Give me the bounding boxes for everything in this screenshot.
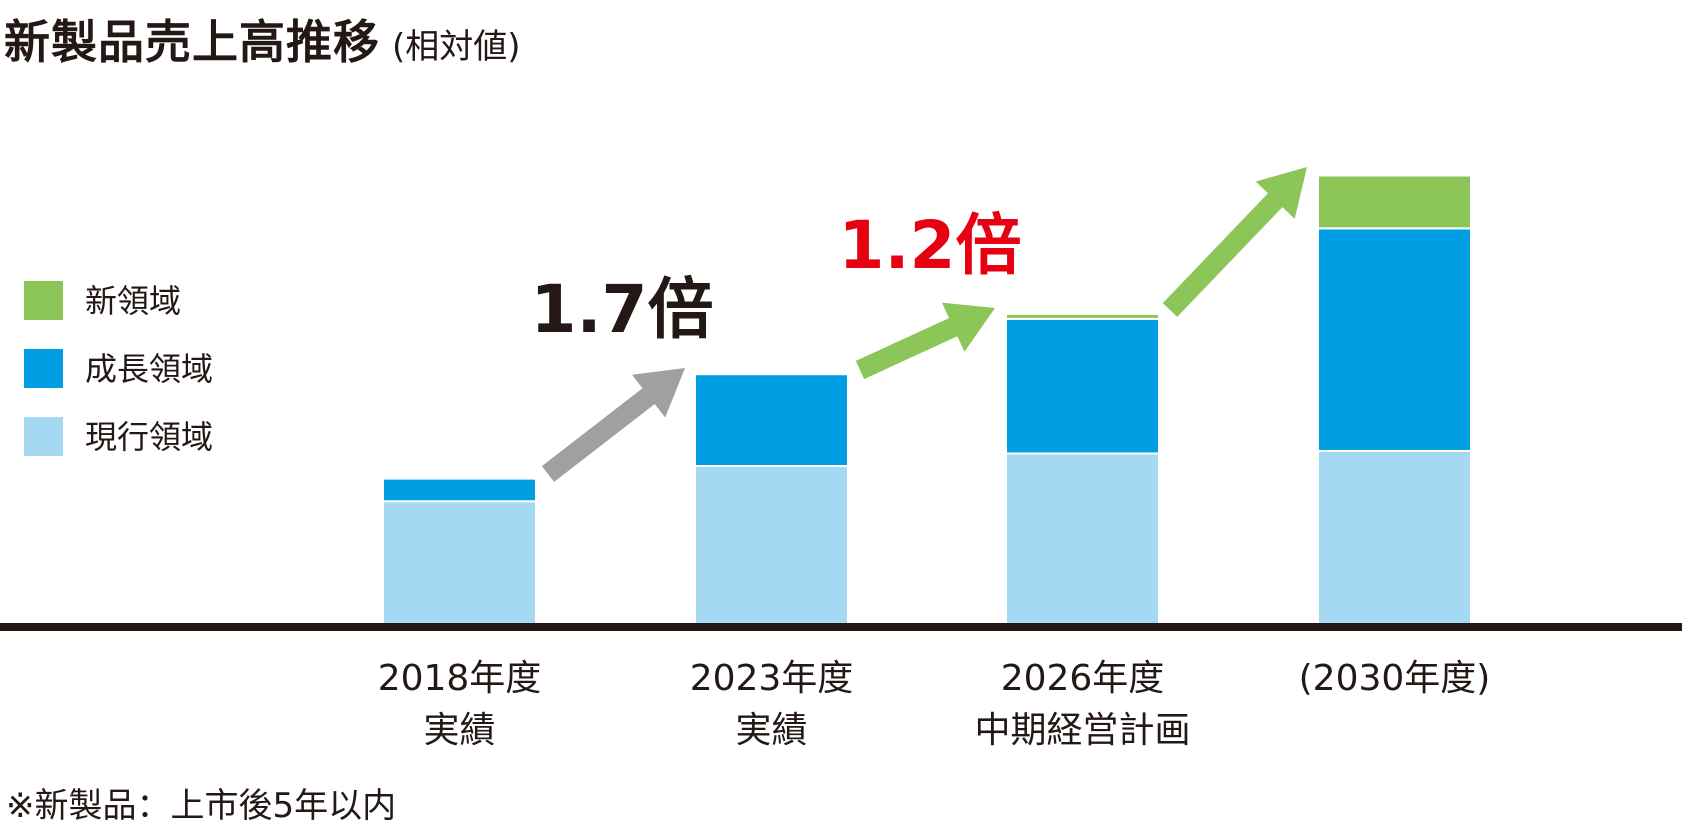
legend-label-1: 新領域 xyxy=(85,282,181,320)
growth-label-2: 1.2倍 xyxy=(839,207,1022,284)
growth-arrow-2 xyxy=(855,302,995,380)
legend-label-3: 現行領域 xyxy=(85,418,213,456)
bar-segment-2-cat-4 xyxy=(1317,227,1472,452)
growth-label-1: 1.7倍 xyxy=(531,271,714,348)
legend-label-2: 成長領域 xyxy=(85,350,213,388)
bar-segment-1-cat-1 xyxy=(382,500,537,629)
bar-segment-1-cat-3 xyxy=(1005,452,1160,628)
growth-arrow-3 xyxy=(1162,167,1307,317)
x-tick-label-2-1: 2023年度 xyxy=(690,658,854,699)
bar-segment-2-cat-2 xyxy=(694,373,849,468)
x-tick-label-1-2: 実績 xyxy=(423,710,495,751)
x-tick-label-4-1: (2030年度) xyxy=(1299,658,1491,699)
x-tick-label-3-2: 中期経営計画 xyxy=(974,710,1190,751)
bar-segment-3-cat-3 xyxy=(1005,312,1160,320)
legend-swatch-3 xyxy=(24,417,63,456)
legend-swatch-2 xyxy=(24,349,63,388)
bar-segment-1-cat-2 xyxy=(694,465,849,628)
chart-title: 新製品売上高推移 xyxy=(4,15,380,69)
footnote: ※新製品：上市後5年以内 xyxy=(6,786,397,826)
bar-segment-1-cat-4 xyxy=(1317,449,1472,628)
chart-title-row: 新製品売上高推移 (相対値) xyxy=(4,6,521,72)
bar-segment-2-cat-1 xyxy=(382,477,537,503)
bar-segment-2-cat-3 xyxy=(1005,317,1160,455)
bar-segment-3-cat-4 xyxy=(1317,174,1472,230)
legend-swatch-1 xyxy=(24,281,63,320)
x-tick-label-1-1: 2018年度 xyxy=(378,658,542,699)
growth-arrow-1 xyxy=(541,368,685,482)
x-tick-label-3-1: 2026年度 xyxy=(1001,658,1165,699)
chart-subtitle: (相対値) xyxy=(392,27,521,67)
x-tick-label-2-2: 実績 xyxy=(735,710,807,751)
